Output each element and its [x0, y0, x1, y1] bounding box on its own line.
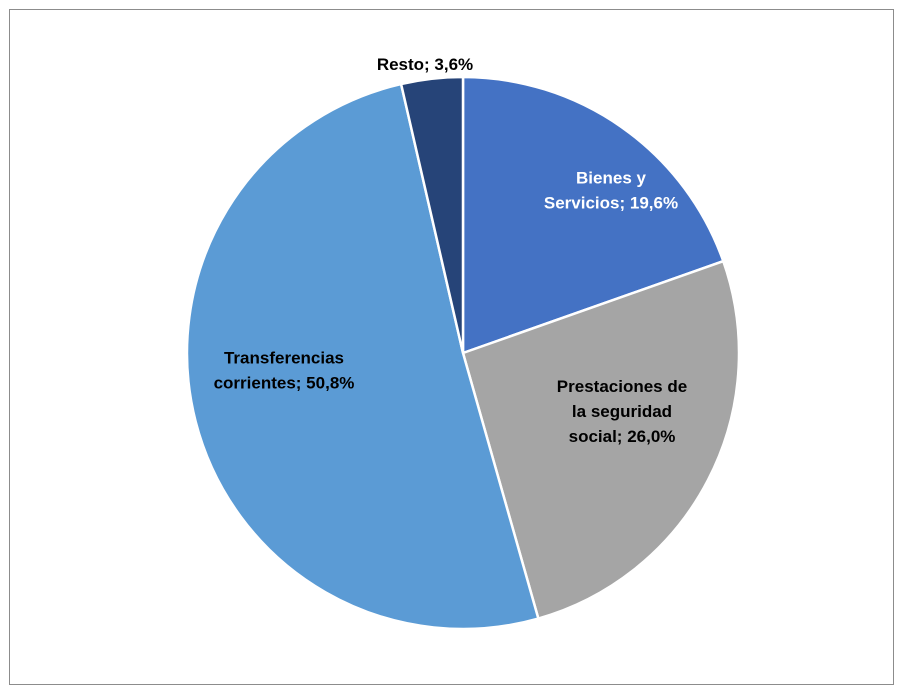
data-label-2: Prestaciones de la seguridad social; 26,0% [557, 377, 687, 446]
data-label-1: Bienes y Servicios; 19,6% [544, 169, 678, 213]
data-label-3: Transferencias corrientes; 50,8% [214, 349, 355, 393]
pie-slice-4 [399, 75, 465, 354]
pie-slice-2 [461, 259, 741, 621]
data-label-4: Resto; 3,6% [377, 55, 473, 74]
pie-slice-3 [185, 82, 540, 631]
